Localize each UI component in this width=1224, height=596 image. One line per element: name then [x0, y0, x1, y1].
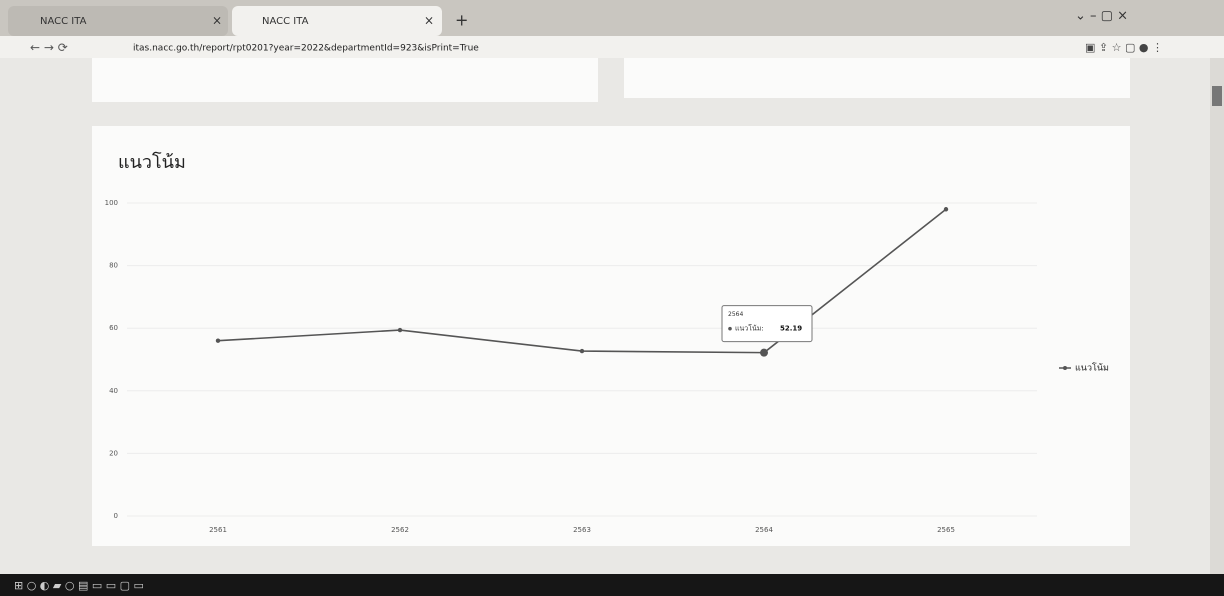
x-tick-label: 2562	[391, 526, 409, 534]
y-tick-label: 20	[109, 449, 118, 457]
y-tick-label: 60	[109, 324, 118, 332]
toolbar-icons[interactable]: ▣ ⇪ ☆ ▢ ● ⋮	[1085, 41, 1163, 54]
tooltip-label: แนวโน้ม:	[735, 324, 764, 333]
tab-title: NACC ITA	[262, 16, 309, 27]
tab-title: NACC ITA	[40, 16, 87, 27]
legend-marker	[1063, 366, 1067, 370]
chart-title: แนวโน้ม	[118, 151, 186, 173]
card	[92, 58, 598, 102]
window-controls[interactable]: ⌄ – ▢ ×	[1075, 9, 1128, 24]
point	[580, 349, 584, 353]
taskbar-icons[interactable]: ⊞ ○ ◐ ▰ ○ ▤ ▭ ▭ ▢ ▭	[14, 579, 144, 592]
screen: NACC ITA × NACC ITA × + ⌄ – ▢ × ← → ⟳ it…	[0, 0, 1224, 596]
point	[760, 349, 768, 357]
scrollbar	[1210, 58, 1224, 574]
tooltip-title: 2564	[728, 311, 743, 318]
tooltip-value: 52.19	[780, 325, 802, 333]
tooltip-marker	[728, 327, 732, 331]
x-tick-label: 2565	[937, 526, 955, 534]
y-tick-label: 40	[109, 387, 118, 395]
url[interactable]: itas.nacc.go.th/report/rpt0201?year=2022…	[133, 44, 479, 54]
scroll-thumb[interactable]	[1212, 86, 1222, 106]
tab-close[interactable]: ×	[424, 14, 434, 28]
y-tick-label: 0	[114, 512, 118, 520]
new-tab[interactable]: +	[455, 11, 468, 30]
y-tick-label: 100	[105, 199, 118, 207]
page: NACC ITA × NACC ITA × + ⌄ – ▢ × ← → ⟳ it…	[0, 0, 1224, 596]
point	[398, 328, 402, 332]
x-tick-label: 2561	[209, 526, 227, 534]
x-tick-label: 2564	[755, 526, 773, 534]
taskbar	[0, 574, 1224, 596]
y-tick-label: 80	[109, 262, 118, 270]
nav-buttons[interactable]: ← → ⟳	[30, 41, 68, 55]
chart-card	[92, 126, 1130, 546]
point	[944, 207, 948, 211]
legend-label: แนวโน้ม	[1075, 363, 1109, 374]
card	[624, 58, 1130, 98]
tab-close[interactable]: ×	[212, 14, 222, 28]
point	[216, 339, 220, 343]
x-tick-label: 2563	[573, 526, 591, 534]
